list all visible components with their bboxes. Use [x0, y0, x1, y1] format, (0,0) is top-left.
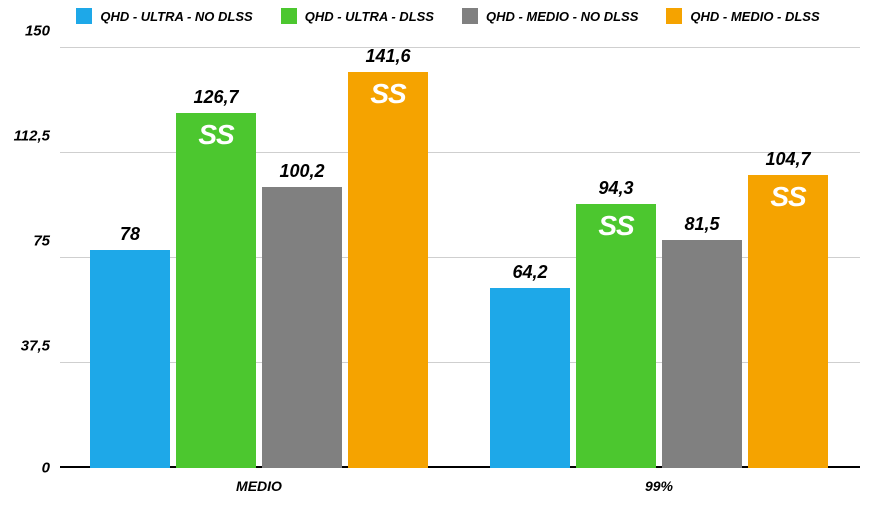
bar-value-label: 81,5	[684, 214, 719, 235]
y-tick-label: 75	[33, 233, 60, 250]
bar: 104,7SS	[748, 175, 828, 468]
watermark-text: SS	[598, 210, 633, 242]
plot-area: 0 37,5 75 112,5 150 78126,7SS100,2141,6S…	[60, 48, 860, 468]
bar-value-label: 78	[120, 224, 140, 245]
legend-label: QHD - ULTRA - NO DLSS	[100, 9, 252, 24]
bar-value-label: 64,2	[512, 262, 547, 283]
legend-item: QHD - ULTRA - DLSS	[281, 8, 434, 24]
legend: QHD - ULTRA - NO DLSS QHD - ULTRA - DLSS…	[0, 8, 896, 24]
legend-swatch	[76, 8, 92, 24]
bar: 141,6SS	[348, 72, 428, 468]
legend-label: QHD - MEDIO - DLSS	[690, 9, 819, 24]
bar: 94,3SS	[576, 204, 656, 468]
bar-value-label: 126,7	[193, 87, 238, 108]
legend-swatch	[462, 8, 478, 24]
legend-item: QHD - MEDIO - NO DLSS	[462, 8, 638, 24]
legend-item: QHD - ULTRA - NO DLSS	[76, 8, 252, 24]
gridline	[60, 47, 860, 48]
bar-value-label: 94,3	[598, 178, 633, 199]
y-tick-label: 0	[42, 460, 60, 477]
x-tick-label: MEDIO	[236, 468, 282, 494]
watermark-text: SS	[198, 119, 233, 151]
legend-swatch	[281, 8, 297, 24]
legend-label: QHD - MEDIO - NO DLSS	[486, 9, 638, 24]
bar: 81,5	[662, 240, 742, 468]
legend-label: QHD - ULTRA - DLSS	[305, 9, 434, 24]
y-tick-label: 112,5	[14, 128, 60, 145]
bar-value-label: 104,7	[765, 149, 810, 170]
bar-chart: QHD - ULTRA - NO DLSS QHD - ULTRA - DLSS…	[0, 0, 896, 519]
legend-swatch	[666, 8, 682, 24]
y-tick-label: 150	[25, 23, 60, 40]
bar: 100,2	[262, 187, 342, 468]
bar: 78	[90, 250, 170, 468]
legend-item: QHD - MEDIO - DLSS	[666, 8, 819, 24]
y-tick-label: 37,5	[21, 338, 60, 355]
watermark-text: SS	[770, 181, 805, 213]
x-tick-label: 99%	[645, 468, 673, 494]
watermark-text: SS	[370, 78, 405, 110]
bar-value-label: 141,6	[365, 46, 410, 67]
bar: 126,7SS	[176, 113, 256, 468]
bar-value-label: 100,2	[279, 161, 324, 182]
bar: 64,2	[490, 288, 570, 468]
